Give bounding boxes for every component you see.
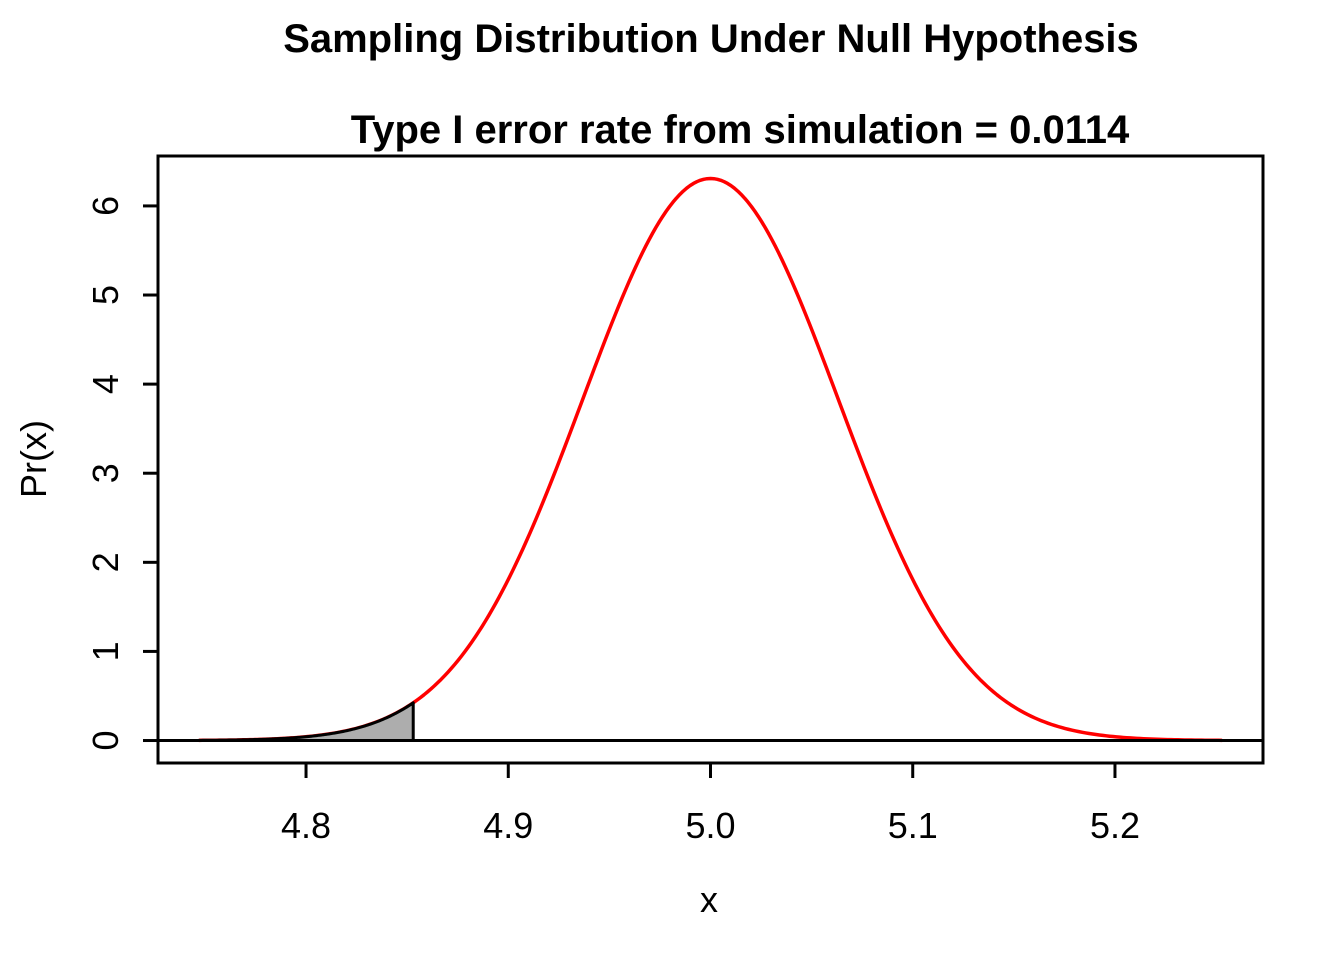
rejection-region	[197, 701, 415, 743]
x-tick-label: 4.9	[483, 805, 533, 846]
x-axis-title: x	[700, 879, 718, 920]
y-tick-label: 4	[85, 374, 126, 394]
x-tick-label: 4.8	[281, 805, 331, 846]
x-tick-label: 5.1	[888, 805, 938, 846]
y-tick-label: 6	[85, 196, 126, 216]
plot-area: 4.8 4.9 5.0 5.1 5.2 0 1 2 3 4 5 6	[85, 154, 1265, 846]
y-tick-label: 1	[85, 641, 126, 661]
density-curve	[198, 176, 1223, 743]
x-tick-label: 5.0	[685, 805, 735, 846]
chart-title: Sampling Distribution Under Null Hypothe…	[283, 17, 1139, 61]
y-tick-label: 2	[85, 552, 126, 572]
chart-subtitle: Type I error rate from simulation = 0.01…	[351, 108, 1130, 152]
y-axis-title: Pr(x)	[13, 420, 54, 498]
x-tick-label: 5.2	[1090, 805, 1140, 846]
y-tick-label: 0	[85, 731, 126, 751]
plot-box	[156, 154, 1265, 765]
y-tick-label: 5	[85, 285, 126, 305]
y-tick-label: 3	[85, 463, 126, 483]
